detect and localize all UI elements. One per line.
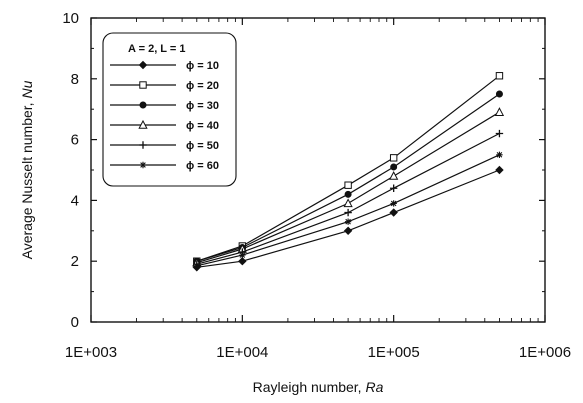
data-point <box>343 226 353 236</box>
series-layer <box>192 72 505 272</box>
data-point <box>238 256 247 266</box>
x-tick-label: 1E+005 <box>368 344 420 361</box>
data-point <box>389 184 398 192</box>
y-tick-label: 6 <box>71 132 79 149</box>
data-point <box>344 181 352 189</box>
y-tick-label: 0 <box>71 314 79 331</box>
x-axis-title: Rayleigh number, Ra <box>253 379 384 395</box>
x-axis-title-symbol: Ra <box>365 379 383 395</box>
series-1 <box>192 165 504 272</box>
legend-entry: ϕ = 60 <box>110 160 219 172</box>
legend-label: ϕ = 40 <box>186 120 219 132</box>
data-point <box>193 262 200 269</box>
y-tick-label: 8 <box>71 71 79 88</box>
legend-entry: ϕ = 50 <box>110 140 219 152</box>
legend-entry: ϕ = 30 <box>110 100 219 112</box>
legend-box <box>102 32 237 187</box>
legend: A = 2, L = 1 ϕ = 10 ϕ = 20 ϕ = 30 ϕ = 40 ϕ =… <box>102 32 237 187</box>
data-point <box>139 101 147 109</box>
series-2 <box>193 72 504 265</box>
y-axis-title: Average Nusselt number, Nu <box>19 80 35 259</box>
data-point <box>138 60 148 70</box>
x-tick-label: 1E+006 <box>519 344 571 361</box>
x-axis-title-main: Rayleigh number, <box>253 379 366 395</box>
data-point <box>390 163 398 171</box>
y-tick-label: 4 <box>71 192 79 209</box>
data-point <box>389 208 398 217</box>
legend-label: ϕ = 50 <box>186 140 219 152</box>
data-point <box>344 190 352 198</box>
data-point <box>494 107 505 116</box>
x-tick-label: 1E+003 <box>65 344 117 361</box>
data-point <box>390 200 397 207</box>
data-point <box>496 151 503 158</box>
y-axis-title-main: Average Nusselt number, <box>19 99 35 260</box>
data-point <box>138 119 148 129</box>
data-point <box>389 171 399 180</box>
series-6 <box>193 151 503 269</box>
legend-label: ϕ = 10 <box>186 60 219 72</box>
y-axis-title-symbol: Nu <box>19 80 35 98</box>
legend-entry: ϕ = 40 <box>110 119 219 132</box>
legend-entry: ϕ = 10 <box>110 60 219 72</box>
data-point <box>495 165 504 175</box>
legend-label: ϕ = 30 <box>186 100 219 112</box>
x-tick-label: 1E+004 <box>216 344 268 361</box>
data-point <box>344 218 352 225</box>
axis-ticks: 0 2 4 6 8 10 1E+003 1E+004 1E+005 1E+006 <box>62 10 571 361</box>
data-point <box>344 208 352 217</box>
data-point <box>139 161 147 169</box>
data-point <box>139 81 147 89</box>
series-3 <box>193 90 503 265</box>
y-tick-label: 10 <box>62 10 79 27</box>
legend-label: ϕ = 20 <box>186 80 219 92</box>
legend-label: ϕ = 60 <box>186 160 219 172</box>
legend-title: A = 2, L = 1 <box>128 43 185 55</box>
data-point <box>389 154 398 162</box>
data-point <box>239 251 246 259</box>
data-point <box>343 198 353 208</box>
data-point <box>495 90 503 98</box>
y-tick-label: 2 <box>71 253 79 270</box>
data-point <box>495 129 504 138</box>
data-point <box>495 72 504 80</box>
data-point <box>139 141 147 149</box>
legend-entry: ϕ = 20 <box>110 80 219 92</box>
series-line <box>196 93 500 262</box>
